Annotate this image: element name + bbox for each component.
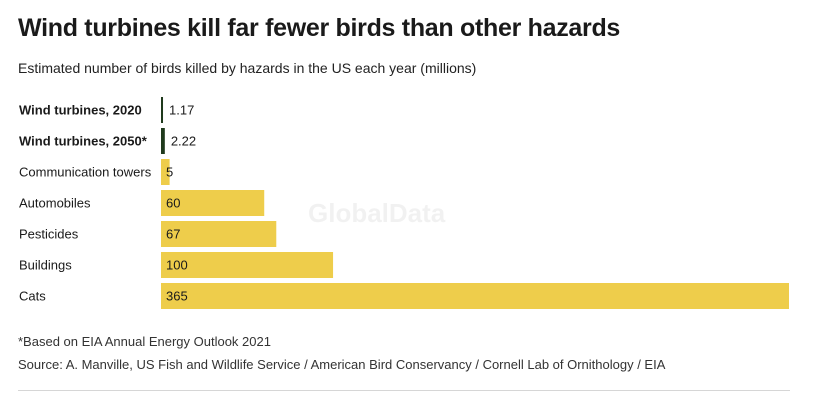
value-label-cats: 365	[166, 289, 188, 304]
category-label-wind-turbines-2050: Wind turbines, 2050*	[19, 134, 148, 149]
value-label-pesticides: 67	[166, 227, 180, 242]
category-label-automobiles: Automobiles	[19, 196, 91, 211]
footnote: *Based on EIA Annual Energy Outlook 2021	[18, 334, 271, 349]
value-label-wind-turbines-2050: 2.22	[171, 134, 196, 149]
bar-wind-turbines-2020	[161, 97, 164, 123]
value-label-buildings: 100	[166, 258, 188, 273]
bar-wind-turbines-2050	[161, 128, 165, 154]
value-label-communication-towers: 5	[166, 165, 173, 180]
bar-cats	[161, 283, 789, 309]
category-label-pesticides: Pesticides	[19, 227, 79, 242]
chart-subtitle: Estimated number of birds killed by haza…	[18, 60, 477, 76]
bar-pesticides	[161, 221, 277, 247]
value-label-automobiles: 60	[166, 196, 180, 211]
category-label-buildings: Buildings	[19, 258, 72, 273]
bar-chart: Wind turbines, 2020 1.17 Wind turbines, 20…	[19, 97, 789, 309]
divider	[18, 390, 790, 391]
source-note: Source: A. Manville, US Fish and Wildlif…	[18, 357, 666, 372]
bar-communication-towers	[161, 159, 170, 185]
bar-automobiles	[161, 190, 265, 216]
category-label-communication-towers: Communication towers	[19, 165, 152, 180]
chart-title: Wind turbines kill far fewer birds than …	[18, 14, 621, 42]
value-label-wind-turbines-2020: 1.17	[169, 103, 194, 118]
category-label-cats: Cats	[19, 289, 46, 304]
watermark: GlobalData	[308, 198, 446, 228]
category-label-wind-turbines-2020: Wind turbines, 2020	[19, 103, 142, 118]
bar-buildings	[161, 252, 334, 278]
